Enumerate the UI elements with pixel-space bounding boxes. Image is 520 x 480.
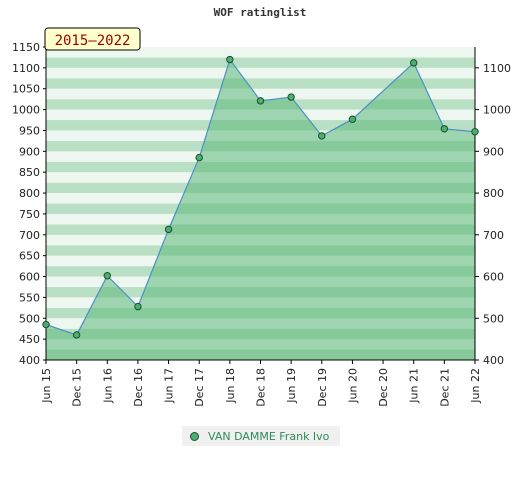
- grid-band: [46, 88, 475, 100]
- data-markers: [42, 55, 479, 339]
- data-point: [164, 225, 173, 234]
- data-point: [471, 128, 479, 136]
- y-tick-label-left: 1150: [12, 41, 40, 54]
- y-tick-label-right: 1000: [483, 104, 511, 117]
- y-tick-label-left: 600: [19, 271, 40, 284]
- y-tick-label-right: 400: [483, 354, 504, 367]
- y-tick-label-left: 850: [19, 166, 40, 179]
- data-point: [195, 153, 203, 162]
- data-point: [318, 132, 326, 140]
- y-tick-label-left: 500: [19, 312, 40, 325]
- y-tick-label-left: 450: [19, 333, 40, 346]
- data-point: [287, 93, 295, 101]
- x-tick-label: Jun 15: [40, 368, 53, 404]
- x-tick-label: Dec 20: [377, 368, 390, 407]
- y-tick-label-left: 750: [19, 208, 40, 221]
- x-tick-label: Dec 17: [193, 368, 206, 407]
- y-tick-label-left: 800: [19, 187, 40, 200]
- x-tick-label: Jun 19: [285, 368, 298, 404]
- x-tick-label: Dec 15: [71, 368, 84, 407]
- legend-marker-icon: [190, 431, 199, 441]
- y-tick-label-right: 900: [483, 145, 504, 158]
- y-tick-label-left: 900: [19, 145, 40, 158]
- x-tick-label: Jun 18: [224, 368, 237, 404]
- data-point: [410, 59, 418, 67]
- y-tick-label-right: 500: [483, 312, 504, 325]
- x-tick-label: Jun 16: [101, 368, 114, 404]
- series-line: [45, 58, 476, 336]
- y-tick-label-left: 550: [19, 291, 40, 304]
- y-tick-label-left: 700: [19, 229, 40, 242]
- series-area: [46, 59, 475, 361]
- data-point: [72, 331, 81, 339]
- data-point: [226, 55, 234, 64]
- data-point: [256, 97, 265, 105]
- data-point: [42, 320, 50, 329]
- y-tick-label-left: 1050: [12, 83, 40, 96]
- y-tick-label-left: 950: [19, 124, 40, 137]
- y-tick-label-left: 1000: [12, 104, 40, 117]
- legend: VAN DAMME Frank Ivo: [182, 426, 340, 446]
- grid-band: [46, 47, 475, 58]
- grid-band: [46, 78, 475, 89]
- grid-band: [46, 57, 475, 68]
- data-point: [103, 271, 111, 280]
- data-point: [134, 302, 142, 311]
- y-tick-label-right: 600: [483, 271, 504, 284]
- x-tick-label: Jun 17: [163, 368, 176, 404]
- badge-label: 2015–2022: [55, 33, 131, 49]
- x-tick-label: Dec 21: [438, 368, 451, 407]
- y-tick-label-left: 1100: [12, 62, 40, 75]
- grid-band: [46, 67, 475, 79]
- chart-title: WOF ratinglist: [214, 6, 307, 19]
- y-tick-label-right: 800: [483, 187, 504, 200]
- data-point: [348, 115, 357, 123]
- date-range-badge: 2015–2022: [44, 27, 141, 51]
- data-point: [440, 125, 449, 133]
- x-tick-label: Jun 21: [408, 368, 421, 404]
- y-tick-label-right: 700: [483, 229, 504, 242]
- area-fill: [45, 58, 476, 361]
- x-tick-label: Dec 16: [132, 368, 145, 407]
- x-tick-label: Jun 22: [469, 368, 482, 404]
- x-tick-label: Jun 20: [346, 368, 359, 404]
- y-tick-label-left: 400: [19, 354, 40, 367]
- x-tick-label: Dec 19: [316, 368, 329, 407]
- y-tick-label-left: 650: [19, 250, 40, 263]
- legend-label: VAN DAMME Frank Ivo: [208, 429, 330, 443]
- x-tick-label: Dec 18: [255, 368, 268, 407]
- y-tick-label-right: 1100: [483, 62, 511, 75]
- axes: 400 450 500 550 600 650 700 750 800 850 900 950 1000…: [12, 41, 511, 407]
